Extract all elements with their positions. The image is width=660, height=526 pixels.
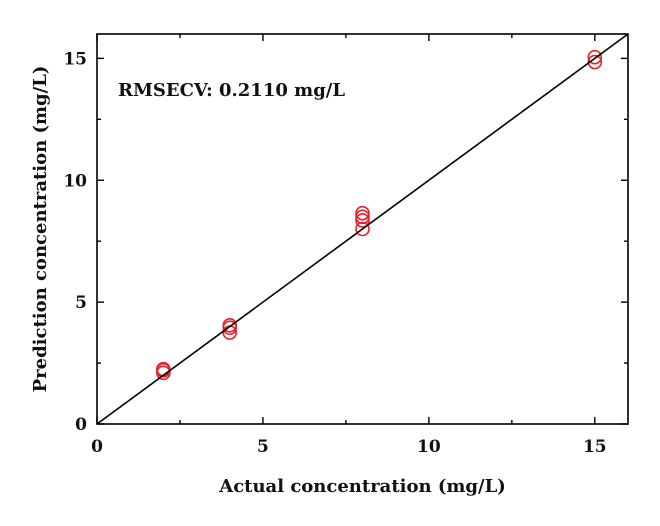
x-tick-label: 0 bbox=[91, 437, 103, 457]
data-point bbox=[355, 205, 370, 221]
x-tick-label: 5 bbox=[257, 437, 269, 457]
y-tick-label: 15 bbox=[63, 49, 87, 69]
data-marks bbox=[156, 49, 603, 381]
plot-frame bbox=[96, 33, 629, 425]
data-point bbox=[587, 54, 603, 70]
rmsecv-annotation: RMSECV: 0.2110 mg/L bbox=[118, 80, 345, 101]
data-point bbox=[222, 317, 238, 333]
x-tick-label: 10 bbox=[417, 437, 441, 457]
y-tick-label: 10 bbox=[63, 171, 87, 191]
data-point bbox=[355, 221, 370, 237]
y-tick-label: 0 bbox=[75, 415, 87, 435]
data-point bbox=[355, 209, 370, 225]
data-point bbox=[355, 213, 370, 228]
data-point bbox=[587, 49, 603, 65]
identity-reference-line bbox=[96, 33, 629, 425]
axis-ticks: 0 5 10 15 0 5 10 15 bbox=[63, 34, 628, 457]
y-axis-label: Prediction concentration (mg/L) bbox=[30, 66, 51, 393]
x-tick-label: 15 bbox=[583, 437, 607, 457]
x-axis-label: Actual concentration (mg/L) bbox=[218, 476, 506, 497]
y-tick-label: 5 bbox=[75, 293, 87, 313]
